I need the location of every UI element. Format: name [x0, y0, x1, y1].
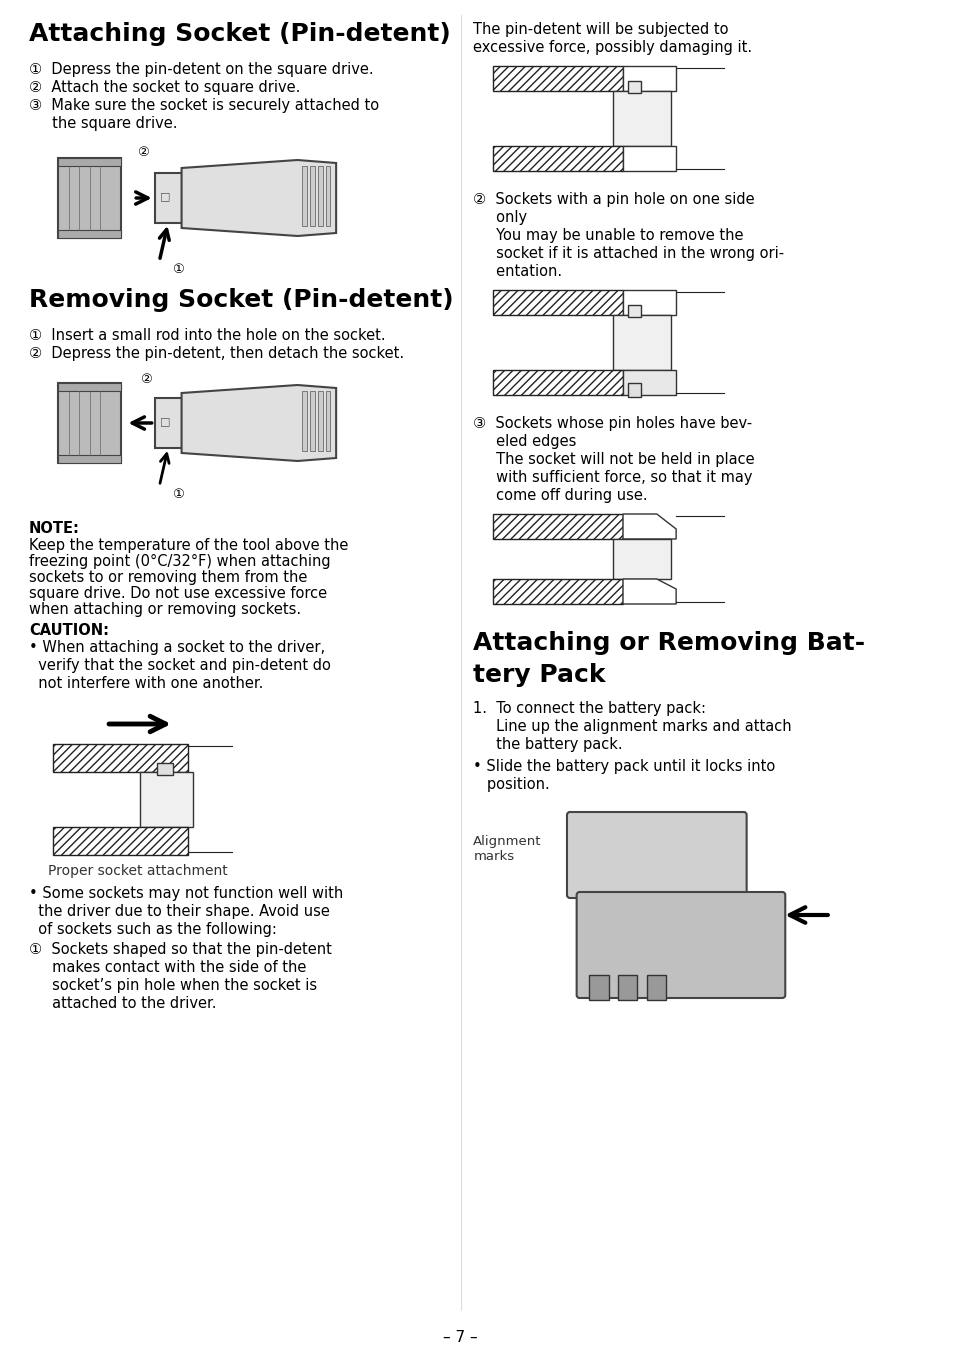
Bar: [58, 158, 121, 167]
Text: ①: ①: [172, 263, 184, 276]
Text: Line up the alignment marks and attach: Line up the alignment marks and attach: [473, 719, 791, 734]
Text: not interfere with one another.: not interfere with one another.: [29, 676, 263, 691]
Bar: [325, 167, 330, 226]
Bar: [492, 515, 622, 539]
Text: ①  Insert a small rod into the hole on the socket.: ① Insert a small rod into the hole on th…: [29, 328, 385, 343]
Text: ①  Sockets shaped so that the pin-detent: ① Sockets shaped so that the pin-detent: [29, 942, 332, 957]
Bar: [157, 764, 172, 774]
Text: ③  Make sure the socket is securely attached to: ③ Make sure the socket is securely attac…: [29, 97, 378, 112]
Bar: [492, 370, 622, 395]
Polygon shape: [181, 160, 335, 236]
Bar: [622, 66, 676, 91]
Bar: [622, 146, 676, 171]
FancyBboxPatch shape: [566, 812, 746, 898]
Text: the driver due to their shape. Avoid use: the driver due to their shape. Avoid use: [29, 904, 330, 919]
Text: the battery pack.: the battery pack.: [473, 737, 622, 751]
Text: Attaching Socket (Pin-detent): Attaching Socket (Pin-detent): [29, 22, 450, 46]
Text: Attaching or Removing Bat-: Attaching or Removing Bat-: [473, 631, 864, 655]
Bar: [58, 158, 121, 238]
Text: makes contact with the side of the: makes contact with the side of the: [29, 960, 306, 975]
Bar: [154, 173, 181, 223]
Text: tery Pack: tery Pack: [473, 663, 605, 686]
Bar: [622, 290, 676, 315]
Text: ②  Sockets with a pin hole on one side: ② Sockets with a pin hole on one side: [473, 192, 754, 207]
Text: square drive. Do not use excessive force: square drive. Do not use excessive force: [29, 586, 327, 601]
Bar: [646, 975, 666, 1001]
Text: with sufficient force, so that it may: with sufficient force, so that it may: [473, 470, 752, 485]
Text: the square drive.: the square drive.: [29, 116, 177, 131]
Bar: [310, 167, 314, 226]
Text: ①  Depress the pin-detent on the square drive.: ① Depress the pin-detent on the square d…: [29, 62, 374, 77]
Bar: [317, 167, 322, 226]
Text: Removing Socket (Pin-detent): Removing Socket (Pin-detent): [29, 288, 453, 311]
Bar: [589, 975, 608, 1001]
Bar: [310, 391, 314, 451]
Text: ③  Sockets whose pin holes have bev-: ③ Sockets whose pin holes have bev-: [473, 416, 752, 431]
FancyBboxPatch shape: [576, 892, 784, 998]
Text: Alignment
marks: Alignment marks: [473, 835, 541, 862]
Text: • Some sockets may not function well with: • Some sockets may not function well wit…: [29, 886, 343, 900]
Bar: [58, 383, 121, 391]
Polygon shape: [622, 515, 676, 539]
Text: ②: ②: [137, 146, 149, 158]
Bar: [317, 391, 322, 451]
Bar: [627, 81, 640, 93]
Text: eled edges: eled edges: [473, 435, 576, 450]
Bar: [627, 305, 640, 317]
Text: socket’s pin hole when the socket is: socket’s pin hole when the socket is: [29, 978, 316, 992]
Bar: [302, 167, 307, 226]
Text: • Slide the battery pack until it locks into: • Slide the battery pack until it locks …: [473, 760, 775, 774]
Bar: [140, 772, 193, 827]
Bar: [618, 975, 637, 1001]
Text: 1.  To connect the battery pack:: 1. To connect the battery pack:: [473, 701, 705, 716]
Text: entation.: entation.: [473, 264, 562, 279]
Text: position.: position.: [473, 777, 550, 792]
Bar: [613, 91, 671, 146]
Text: CAUTION:: CAUTION:: [29, 623, 109, 638]
Bar: [58, 383, 121, 463]
Bar: [492, 580, 622, 604]
Text: excessive force, possibly damaging it.: excessive force, possibly damaging it.: [473, 41, 752, 56]
Text: come off during use.: come off during use.: [473, 487, 647, 502]
Text: attached to the driver.: attached to the driver.: [29, 997, 216, 1011]
Text: freezing point (0°C/32°F) when attaching: freezing point (0°C/32°F) when attaching: [29, 554, 331, 569]
Bar: [613, 315, 671, 370]
Bar: [53, 827, 188, 854]
Bar: [53, 743, 188, 772]
Bar: [154, 398, 181, 448]
Polygon shape: [622, 580, 676, 604]
Text: • When attaching a socket to the driver,: • When attaching a socket to the driver,: [29, 640, 325, 655]
Bar: [58, 455, 121, 463]
Bar: [613, 539, 671, 580]
Bar: [492, 146, 622, 171]
Text: only: only: [473, 210, 527, 225]
Text: You may be unable to remove the: You may be unable to remove the: [473, 227, 743, 242]
Text: Keep the temperature of the tool above the: Keep the temperature of the tool above t…: [29, 538, 348, 552]
Polygon shape: [181, 385, 335, 460]
Bar: [58, 230, 121, 238]
Text: ①: ①: [172, 487, 184, 501]
Bar: [622, 370, 676, 395]
Text: ②: ②: [140, 372, 152, 386]
Bar: [492, 66, 622, 91]
Text: The socket will not be held in place: The socket will not be held in place: [473, 452, 754, 467]
Text: Proper socket attachment: Proper socket attachment: [49, 864, 228, 877]
Text: NOTE:: NOTE:: [29, 521, 80, 536]
Text: socket if it is attached in the wrong ori-: socket if it is attached in the wrong or…: [473, 246, 783, 261]
Bar: [627, 383, 640, 397]
Text: The pin-detent will be subjected to: The pin-detent will be subjected to: [473, 22, 728, 37]
Text: □: □: [160, 191, 171, 200]
Text: verify that the socket and pin-detent do: verify that the socket and pin-detent do: [29, 658, 331, 673]
Bar: [302, 391, 307, 451]
Bar: [325, 391, 330, 451]
Bar: [492, 290, 622, 315]
Text: sockets to or removing them from the: sockets to or removing them from the: [29, 570, 307, 585]
Text: when attaching or removing sockets.: when attaching or removing sockets.: [29, 603, 301, 617]
Text: of sockets such as the following:: of sockets such as the following:: [29, 922, 276, 937]
Text: ②  Attach the socket to square drive.: ② Attach the socket to square drive.: [29, 80, 300, 95]
Text: □: □: [160, 416, 171, 427]
Text: ②  Depress the pin-detent, then detach the socket.: ② Depress the pin-detent, then detach th…: [29, 347, 404, 362]
Text: – 7 –: – 7 –: [443, 1330, 477, 1345]
